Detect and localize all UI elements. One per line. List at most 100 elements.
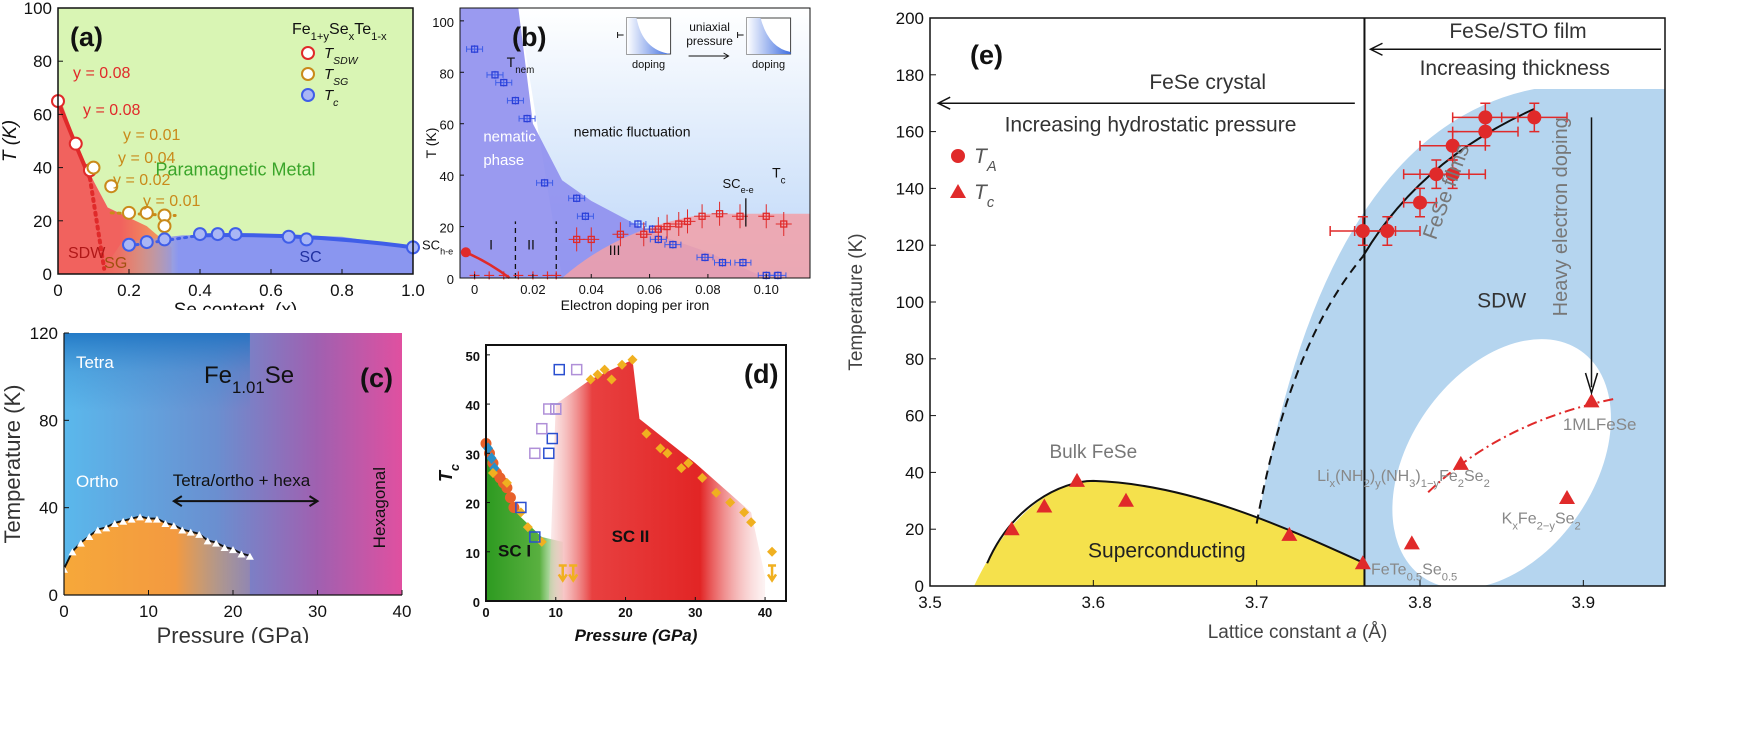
panel-label: (a) [70,22,103,52]
y-tick-label: 80 [33,52,52,71]
doping-arrow [1584,117,1599,396]
y-annotation: y = 0.08 [83,102,140,119]
panel-label: (c) [360,363,393,393]
tc-errorbar [711,201,728,226]
open-purple-square [543,403,555,415]
legend-marker [950,184,966,198]
tc-point [780,220,788,228]
yellow-diamond [599,364,610,375]
ta-point [1527,110,1542,125]
tnem-point [511,96,520,105]
yellow-diamond [592,369,603,380]
inset-label: pressure [686,34,733,48]
panel-d: 0 10 20 30 40 0 10 20 30 40 50 Pressure (GPa) Tc (d) S… [436,344,787,645]
mixed-arrow [171,495,320,507]
tc-point [1069,472,1085,487]
plot-frame [485,344,787,602]
panel-b: 0 0.02 0.04 0.06 0.08 0.10 0 20 40 60 80 100 Electro… [422,7,811,313]
tnem-errorbar [466,45,484,54]
tnem-errorbar [495,78,513,87]
open-blue-square [553,363,566,376]
sc-region [100,234,413,274]
open-purple-square [550,403,562,415]
y-tick-label: 0 [915,577,924,596]
tc-point [1003,521,1020,536]
transition-point [195,530,204,538]
tnem-errorbar [536,178,554,187]
blue-diamond [486,452,497,465]
region-para: Paramagnetic Metal [155,160,315,180]
ml-label: 1MLFeSe [1563,415,1637,434]
x-tick-label: 30 [308,602,327,621]
nematic-label: nematic [483,129,536,146]
y-annotation: y = 0.02 [113,172,170,189]
sc-point [281,229,296,244]
tc-point [1559,489,1575,504]
panel-label: (d) [744,359,778,389]
sche-point [460,247,471,258]
yellow-diamond [739,507,750,518]
y-axis-label: Temperature (K) [0,385,25,544]
y-tick-label: 40 [33,159,52,178]
y-tick-label: 50 [466,349,480,364]
tc-point [663,222,671,231]
y-tick-label: 100 [24,0,52,18]
yellow-diamond [487,468,498,478]
tc-errorbar [568,227,585,252]
y-tick-label: 200 [896,9,924,28]
tc-errorbar [694,204,711,229]
transition-point [245,552,254,560]
tnem-errorbar [769,271,787,280]
ta-point [1445,167,1460,182]
y-annotation: y = 0.08 [73,65,130,82]
y-tick-label: 120 [896,236,924,255]
y-tick-label: 20 [466,497,480,512]
x-tick-label: 3.7 [1245,593,1269,612]
sg-point [104,179,119,194]
y-tick-label: 40 [440,169,454,184]
tnem-errorbar [734,258,752,267]
sc1-region [486,443,563,601]
y-tick-label: 140 [896,179,924,198]
tc-point [1118,492,1134,507]
yellow-diamond [676,463,687,474]
transition-point [169,522,178,530]
tc-errorbar [635,222,652,247]
region-ii: II [527,237,535,253]
x-tick-label: 0 [471,282,478,297]
superconducting-region [974,480,1365,586]
yellow-diamond [627,354,638,365]
legend-entry: TSG [324,66,348,88]
tnem-point [540,179,549,187]
sc-point [228,227,243,242]
y-tick-label: 180 [896,66,924,85]
sc-point [193,227,207,242]
x-tick-label: 3.8 [1408,593,1432,612]
transition-point [102,524,111,532]
y-tick-label: 160 [896,123,924,142]
legend-marker [301,67,315,81]
tc-point [736,212,744,220]
yellow-diamond [746,517,757,528]
tnem-errorbar [576,212,594,221]
tc-point [654,225,662,233]
x-tick-label: 10 [549,605,563,620]
inset-tick [737,32,744,38]
sdw-point [68,136,83,151]
transition-point [144,515,153,523]
fese-crystal-label: FeSe crystal [1149,71,1266,94]
y-tick-label: 120 [30,324,58,343]
x-tick-label: 20 [618,605,632,620]
ta-point [1478,110,1493,125]
y-annotation: y = 0.01 [143,193,200,210]
tc-label: Tc [772,165,786,187]
y-axis-label: Temperature (K) [846,233,867,370]
y-tick-label: 60 [33,105,52,124]
y-tick-label: 0 [473,595,480,610]
inset-fill [626,18,671,54]
orange-dot [504,492,516,504]
inset-fill [746,18,791,54]
tnem-errorbar [568,194,586,203]
x-axis-label: Pressure (GPa) [157,623,310,643]
plot-frame [459,7,811,279]
